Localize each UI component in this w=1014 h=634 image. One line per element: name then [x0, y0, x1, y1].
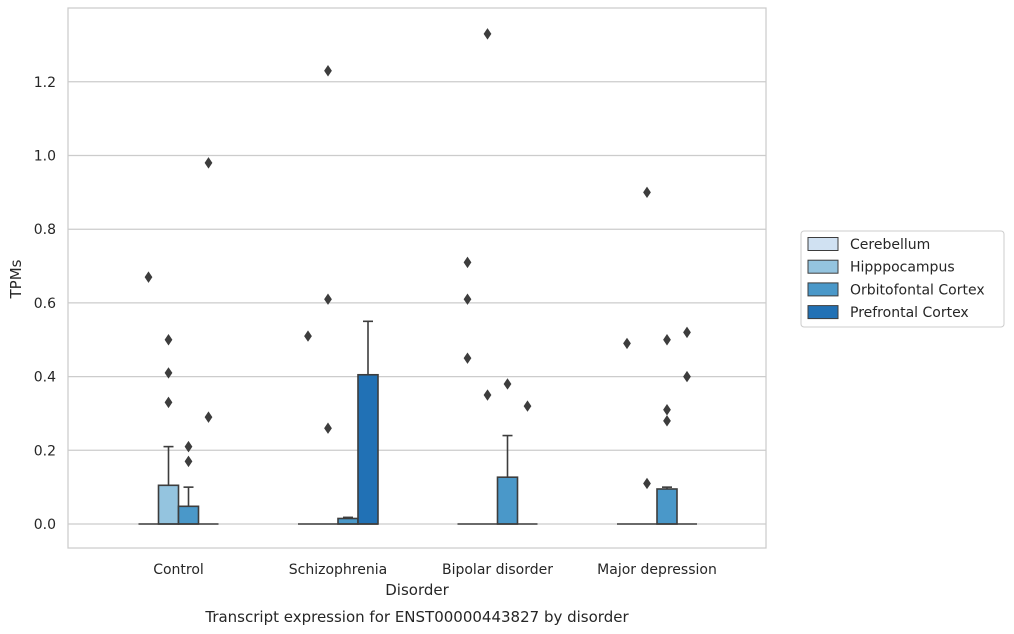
- outlier-point: [324, 65, 332, 77]
- legend-swatch: [807, 282, 839, 297]
- outlier-point: [204, 411, 213, 423]
- box-body: [496, 476, 519, 525]
- outlier-point: [483, 28, 492, 40]
- box-body: [337, 517, 359, 525]
- box-body: [656, 488, 678, 525]
- outlier-point: [663, 415, 671, 427]
- box-body: [177, 505, 200, 525]
- y-tick-label: 1.2: [34, 75, 56, 91]
- legend-label: Orbitofontal Cortex: [850, 282, 985, 298]
- box-group: [637, 186, 657, 525]
- y-axis-label: TPMs: [7, 259, 25, 299]
- box-group: [656, 334, 678, 525]
- box-group: [177, 440, 200, 525]
- outlier-point: [164, 334, 173, 346]
- box-group: [357, 320, 379, 525]
- legend: Cerebellum Hipppocampus Orbitofontal Corte…: [800, 230, 1005, 328]
- x-tick-label: Bipolar disorder: [442, 562, 553, 578]
- outlier-point: [643, 477, 651, 490]
- box-group: [517, 400, 538, 525]
- y-tick-label: 0.2: [34, 443, 56, 459]
- outlier-point: [164, 367, 173, 379]
- outlier-point: [463, 256, 472, 269]
- legend-label: Cerebellum: [850, 237, 930, 253]
- y-tick-label: 0.6: [34, 296, 56, 312]
- outlier-point: [463, 352, 472, 364]
- box-group: [157, 334, 180, 525]
- box-body: [357, 373, 379, 525]
- outlier-point: [503, 378, 512, 390]
- outlier-point: [683, 326, 691, 339]
- outlier-point: [463, 293, 472, 305]
- outlier-point: [523, 400, 532, 412]
- y-tick-label: 0.4: [34, 370, 56, 386]
- plot-background: [68, 8, 766, 548]
- legend-swatch: [807, 259, 839, 274]
- box-group: [617, 337, 637, 525]
- outlier-point: [204, 157, 213, 169]
- outlier-point: [663, 404, 671, 416]
- chart-caption: Transcript expression for ENST0000044382…: [204, 608, 629, 626]
- grid-layer: [68, 81, 766, 525]
- outlier-point: [483, 389, 492, 401]
- outlier-point: [164, 396, 173, 409]
- box-group: [198, 157, 219, 525]
- outlier-point: [184, 440, 193, 453]
- outlier-point: [304, 330, 312, 342]
- box-group: [457, 256, 478, 525]
- x-axis-label: Disorder: [385, 581, 449, 599]
- outlier-point: [144, 271, 153, 283]
- outlier-point: [324, 422, 332, 434]
- box-group: [677, 326, 697, 525]
- x-tick-label: Major depression: [597, 562, 717, 578]
- box-body: [157, 484, 180, 525]
- box-group: [477, 28, 498, 525]
- outlier-point: [683, 370, 691, 383]
- box-group: [138, 271, 159, 525]
- outlier-point: [623, 337, 631, 350]
- y-tick-label: 1.0: [34, 149, 56, 165]
- outlier-point: [324, 293, 332, 305]
- x-tick-labels: Control Schizophrenia Bipolar disorder Majo…: [153, 562, 717, 578]
- outlier-point: [643, 186, 651, 199]
- legend-label: Prefrontal Cortex: [850, 305, 969, 321]
- legend-label: Hipppocampus: [850, 260, 955, 276]
- legend-frame: [800, 230, 1005, 328]
- box-layer: [138, 28, 697, 525]
- y-tick-label: 0.0: [34, 517, 56, 533]
- legend-swatch: [807, 305, 839, 320]
- x-tick-label: Control: [153, 562, 204, 578]
- box-group: [318, 65, 338, 525]
- outlier-point: [663, 334, 671, 346]
- y-tick-labels: 0.0 0.2 0.4 0.6 0.8 1.0 1.2: [34, 75, 56, 533]
- box-group: [298, 330, 318, 525]
- box-group: [337, 516, 359, 525]
- y-tick-label: 0.8: [34, 222, 56, 238]
- plot-frame: [67, 7, 767, 549]
- outlier-point: [184, 455, 193, 468]
- box-group: [496, 378, 519, 525]
- legend-swatch: [807, 237, 839, 251]
- x-tick-label: Schizophrenia: [289, 562, 387, 578]
